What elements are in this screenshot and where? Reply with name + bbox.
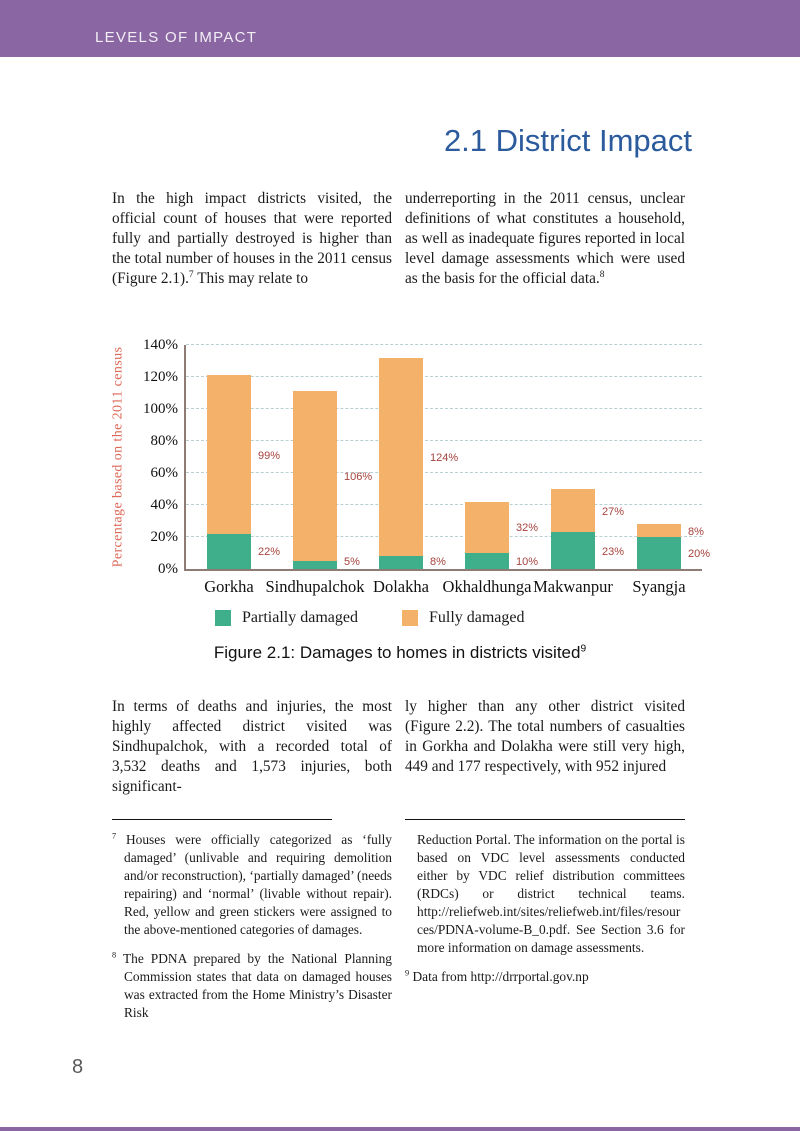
bar-dolakha-fully-damaged — [379, 357, 423, 557]
bar-value-label: 5% — [344, 556, 360, 568]
bar-value-label: 8% — [430, 556, 446, 568]
legend-item: Fully damaged — [401, 609, 525, 627]
x-category-label: Makwanpur — [533, 577, 613, 596]
bar-okhaldhunga-partially-damaged — [465, 553, 509, 569]
body-paragraph-left: In terms of deaths and injuries, the mos… — [112, 698, 392, 795]
gridline-140 — [186, 344, 702, 345]
x-category-label: Gorkha — [204, 577, 254, 596]
y-tick-label-100: 100% — [143, 401, 178, 417]
y-tick-label-60: 60% — [150, 465, 179, 481]
bar-makwanpur-fully-damaged — [551, 489, 595, 533]
y-tick-label-40: 40% — [150, 497, 179, 513]
bar-sindhupalchok-partially-damaged — [293, 561, 337, 569]
y-tick-label-0: 0% — [158, 561, 178, 577]
bar-value-label: 99% — [258, 449, 281, 462]
figure-caption-text: Figure 2.1: Damages to homes in district… — [213, 643, 581, 662]
bar-value-label: 106% — [344, 471, 373, 484]
chart-legend: Partially damaged Fully damaged — [215, 609, 525, 627]
footnote-9-number: 9 — [405, 968, 410, 978]
bar-value-label: 22% — [258, 546, 281, 559]
bar-value-label: 10% — [516, 556, 539, 568]
bar-syangja-fully-damaged — [637, 524, 681, 537]
intro-paragraph-columns: In the high impact districts visited, th… — [112, 189, 692, 289]
intro-left-after: This may relate to — [193, 270, 309, 287]
running-header-title: LEVELS OF IMPACT — [95, 29, 258, 46]
bar-gorkha-fully-damaged — [207, 375, 251, 534]
section-title: 2.1 District Impact — [443, 123, 692, 158]
gridline-100 — [186, 408, 702, 409]
y-tick-label-140: 140% — [143, 337, 178, 353]
page-number: 8 — [72, 1056, 84, 1078]
legend-label: Partially damaged — [242, 609, 358, 626]
bar-value-label: 124% — [430, 452, 459, 464]
footnote-7-text: Houses were officially categorized as ‘f… — [124, 832, 392, 937]
body-paragraph-right: ly higher than any other district visite… — [405, 698, 685, 775]
footnotes-section: 7 Houses were officially categorized as … — [112, 819, 692, 1033]
legend-label: Fully damaged — [428, 609, 525, 626]
bar-syangja-partially-damaged — [637, 537, 681, 569]
footnote-ref-9: 9 — [580, 643, 587, 655]
bar-makwanpur-partially-damaged — [551, 532, 595, 569]
footnote-8-text: The PDNA prepared by the National Planni… — [122, 951, 392, 1020]
footnote-7: 7 Houses were officially categorized as … — [112, 831, 392, 939]
intro-right-text: underreporting in the 2011 census, uncle… — [405, 190, 685, 287]
legend-item: Partially damaged — [215, 609, 358, 627]
footnote-9-text: Data from http://drrportal.gov.np — [412, 969, 589, 984]
bar-value-label: 8% — [688, 525, 704, 538]
footnote-8-continued: Reduction Portal. The information on the… — [417, 832, 685, 955]
bar-sindhupalchok-fully-damaged — [293, 391, 337, 561]
bar-okhaldhunga-fully-damaged — [465, 501, 509, 553]
footnote-9: 9 Data from http://drrportal.gov.np — [405, 968, 685, 986]
footnote-separator-right — [405, 819, 685, 820]
x-category-label: Syangja — [632, 577, 686, 596]
figure-caption: Figure 2.1: Damages to homes in district… — [0, 643, 800, 663]
intro-left-text: In the high impact districts visited, th… — [112, 190, 392, 287]
legend-swatch-icon — [401, 610, 418, 626]
x-category-label: Dolakha — [373, 577, 429, 596]
intro-paragraph-left: In the high impact districts visited, th… — [112, 189, 392, 289]
body-paragraph-columns: In terms of deaths and injuries, the mos… — [112, 697, 692, 797]
legend-swatch-icon — [215, 610, 231, 626]
bar-gorkha-partially-damaged — [207, 533, 251, 569]
footnote-7-number: 7 — [112, 831, 117, 841]
footnotes-left-column: 7 Houses were officially categorized as … — [112, 819, 392, 1033]
figure-2-1-chart: Percentage based on the 2011 census 0% 20… — [0, 333, 800, 633]
footnote-ref-8: 8 — [599, 269, 605, 280]
footnote-ref-7: 7 — [188, 269, 194, 280]
gridline-120 — [186, 376, 702, 377]
footnote-8: 8 The PDNA prepared by the National Plan… — [112, 950, 392, 1022]
x-category-label: Sindhupalchok — [265, 577, 365, 596]
gridline-80 — [186, 440, 702, 441]
x-category-label: Okhaldhunga — [442, 577, 532, 596]
bar-dolakha-partially-damaged — [379, 556, 423, 569]
footer-bar — [0, 1127, 800, 1131]
chart-plot-area: 0% 20% 40% 60% 80% 100% 120% 140% 22% 99% Gorkha 5%… — [143, 337, 710, 596]
gridline-40 — [186, 504, 702, 505]
y-tick-label-20: 20% — [150, 529, 179, 545]
y-tick-label-120: 120% — [143, 369, 178, 385]
footnotes-right-column: Reduction Portal. The information on the… — [405, 819, 685, 1033]
header-bar: LEVELS OF IMPACT — [0, 0, 800, 57]
bar-value-label: 27% — [602, 505, 625, 518]
bar-value-label: 20% — [688, 548, 711, 560]
gridline-20 — [186, 536, 702, 537]
footnote-8-number: 8 — [112, 950, 117, 960]
bar-value-label: 32% — [516, 522, 539, 535]
bar-value-label: 23% — [602, 545, 625, 558]
footnote-separator-left — [112, 819, 332, 820]
y-tick-label-80: 80% — [150, 433, 179, 449]
intro-paragraph-right: underreporting in the 2011 census, uncle… — [405, 189, 685, 289]
gridline-60 — [186, 472, 702, 473]
